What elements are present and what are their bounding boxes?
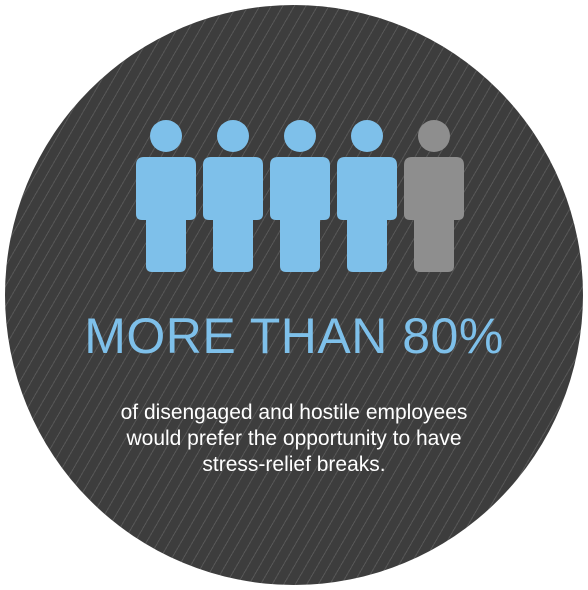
person-icon — [337, 120, 397, 272]
person-icon — [270, 120, 330, 272]
person-icon — [404, 120, 464, 272]
person-icon — [203, 120, 263, 272]
person-icon — [136, 120, 196, 272]
statistic-headline: MORE THAN 80% — [84, 308, 504, 364]
statistic-description: of disengaged and hostile employees woul… — [120, 401, 468, 476]
striped-background-circle — [5, 5, 583, 585]
